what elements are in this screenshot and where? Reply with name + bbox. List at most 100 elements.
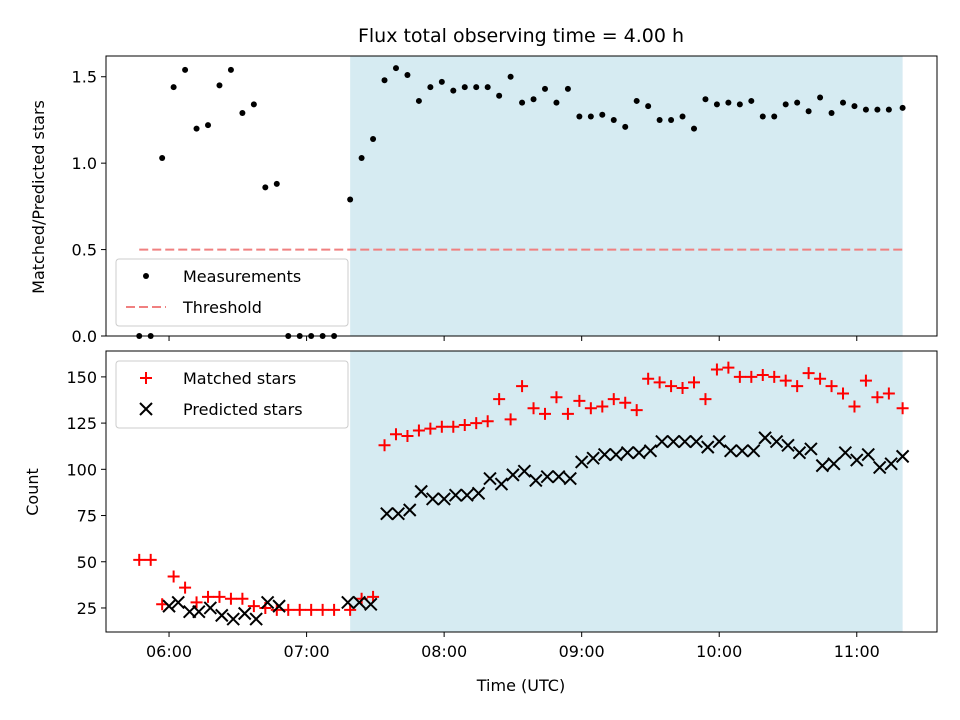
data-point bbox=[814, 372, 827, 385]
data-point bbox=[643, 444, 658, 458]
y-tick-label: 150 bbox=[66, 368, 97, 387]
data-point bbox=[236, 592, 249, 605]
data-point bbox=[182, 66, 189, 73]
data-point bbox=[538, 407, 551, 420]
data-point bbox=[272, 599, 286, 613]
data-point bbox=[563, 471, 577, 486]
data-point bbox=[461, 84, 468, 91]
data-point bbox=[691, 125, 698, 132]
data-point bbox=[224, 592, 237, 605]
data-point bbox=[316, 603, 329, 616]
data-point bbox=[427, 84, 434, 91]
data-point bbox=[530, 96, 537, 103]
x-tick-label: 06:00 bbox=[146, 642, 192, 661]
data-point bbox=[564, 85, 571, 92]
data-point bbox=[619, 396, 632, 409]
legend-marker-icon bbox=[140, 372, 152, 384]
data-point bbox=[587, 113, 594, 120]
data-point bbox=[484, 84, 491, 91]
data-point bbox=[262, 184, 269, 191]
data-point bbox=[689, 434, 704, 449]
data-point bbox=[403, 503, 417, 517]
data-point bbox=[699, 393, 712, 406]
data-point bbox=[597, 447, 612, 462]
data-point bbox=[758, 431, 772, 445]
data-point bbox=[596, 400, 609, 413]
data-point bbox=[415, 97, 422, 104]
y-tick-label: 0.5 bbox=[72, 241, 97, 260]
data-point bbox=[541, 85, 548, 92]
data-point bbox=[712, 434, 726, 449]
data-point bbox=[746, 444, 761, 458]
chart-title: Flux total observing time = 4.00 h bbox=[358, 25, 684, 47]
data-point bbox=[859, 374, 872, 387]
data-point bbox=[586, 451, 600, 465]
data-point bbox=[447, 420, 460, 433]
data-point bbox=[574, 455, 589, 469]
data-point bbox=[437, 492, 451, 506]
data-point bbox=[504, 413, 517, 426]
data-point bbox=[895, 449, 910, 464]
data-point bbox=[792, 445, 807, 460]
data-point bbox=[884, 457, 898, 471]
data-point bbox=[862, 106, 869, 113]
data-point bbox=[282, 603, 295, 616]
data-point bbox=[815, 458, 830, 473]
bottom-y-axis-label: Count bbox=[23, 468, 42, 516]
observing-window bbox=[350, 351, 903, 632]
legend-label: Threshold bbox=[182, 298, 262, 317]
data-point bbox=[227, 66, 234, 73]
data-point bbox=[710, 363, 723, 376]
data-point bbox=[460, 488, 474, 502]
data-point bbox=[448, 488, 463, 502]
data-point bbox=[239, 110, 246, 117]
data-point bbox=[828, 110, 835, 117]
data-point bbox=[713, 101, 720, 108]
y-tick-label: 75 bbox=[77, 507, 97, 526]
data-point bbox=[550, 391, 563, 404]
data-point bbox=[632, 445, 646, 460]
data-point bbox=[391, 506, 405, 521]
data-point bbox=[633, 97, 640, 104]
data-point bbox=[162, 599, 176, 613]
data-point bbox=[381, 77, 388, 84]
data-point bbox=[642, 372, 655, 385]
data-point bbox=[260, 595, 275, 610]
data-point bbox=[827, 457, 841, 471]
data-point bbox=[226, 612, 240, 626]
data-point bbox=[702, 96, 709, 103]
legend-label: Measurements bbox=[183, 267, 301, 286]
data-point bbox=[404, 72, 411, 79]
data-point bbox=[607, 393, 620, 406]
data-point bbox=[216, 82, 223, 89]
data-point bbox=[192, 604, 206, 619]
data-point bbox=[656, 116, 663, 123]
series-measurements bbox=[136, 65, 906, 339]
observing-window bbox=[350, 56, 903, 336]
data-point bbox=[871, 391, 884, 404]
data-point bbox=[470, 417, 483, 430]
data-point bbox=[678, 434, 692, 449]
data-point bbox=[205, 122, 212, 129]
data-point bbox=[552, 470, 566, 484]
y-tick-label: 100 bbox=[66, 460, 97, 479]
data-point bbox=[688, 376, 701, 389]
data-point bbox=[458, 418, 471, 431]
data-point bbox=[215, 608, 229, 623]
data-point bbox=[561, 407, 574, 420]
data-point bbox=[293, 603, 306, 616]
data-point bbox=[655, 434, 669, 449]
data-point bbox=[553, 99, 560, 106]
data-point bbox=[779, 374, 792, 387]
x-tick-label: 09:00 bbox=[559, 642, 605, 661]
data-point bbox=[805, 108, 812, 115]
data-point bbox=[745, 370, 758, 383]
data-point bbox=[882, 387, 895, 400]
data-point bbox=[851, 103, 858, 110]
data-point bbox=[494, 477, 509, 491]
data-point bbox=[171, 595, 185, 610]
data-point bbox=[701, 440, 715, 454]
data-point bbox=[620, 445, 635, 460]
data-point bbox=[481, 415, 494, 428]
